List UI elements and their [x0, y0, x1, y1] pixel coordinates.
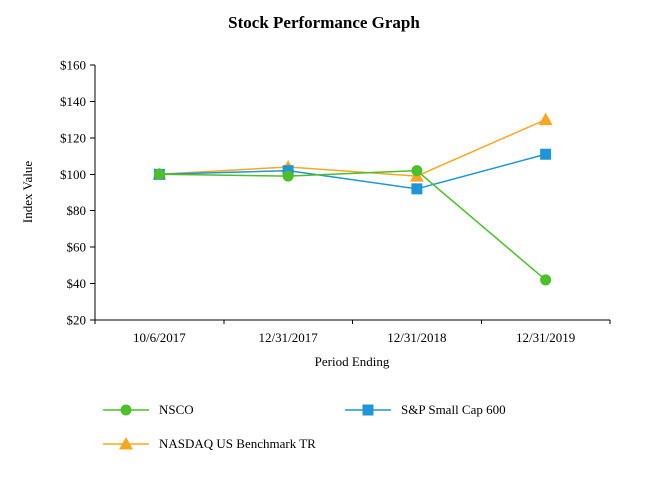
y-tick-label: $140 [60, 94, 86, 109]
y-tick-label: $80 [67, 203, 87, 218]
y-axis-label: Index Value [20, 160, 35, 224]
x-tick-label: 12/31/2019 [516, 330, 575, 345]
x-axis-label: Period Ending [314, 354, 390, 369]
y-tick-label: $120 [60, 130, 86, 145]
x-tick-label: 12/31/2018 [387, 330, 446, 345]
y-tick-label: $160 [60, 58, 86, 73]
y-tick-label: $40 [67, 276, 87, 291]
legend-item-nsco: NSCO [103, 401, 345, 419]
chart-legend: NSCO S&P Small Cap 600 NASDAQ US Benchma… [103, 401, 506, 453]
x-tick-label: 10/6/2017 [133, 330, 186, 345]
legend-label-nasdaq-us-benchmark-tr: NASDAQ US Benchmark TR [159, 436, 316, 451]
chart-title: Stock Performance Graph [228, 13, 420, 32]
legend-item-nasdaq-us-benchmark-tr: NASDAQ US Benchmark TR [103, 435, 345, 453]
circle-marker-icon [103, 401, 149, 419]
y-tick-label: $60 [67, 240, 87, 255]
x-tick-label: 12/31/2017 [259, 330, 319, 345]
series-2 [152, 112, 553, 182]
axes: $20 $40 $60 $80 $100 $120 $140 $160 10/6/2017 12/… [60, 58, 611, 345]
legend-label-nsco: NSCO [159, 402, 194, 417]
triangle-marker-icon [103, 435, 149, 453]
legend-label-sp-small-cap-600: S&P Small Cap 600 [401, 402, 506, 417]
y-tick-label: $100 [60, 167, 86, 182]
square-marker-icon [345, 401, 391, 419]
chart-plot: $20 $40 $60 $80 $100 $120 $140 $160 10/6/2017 12/… [60, 58, 611, 345]
y-tick-label: $20 [67, 313, 87, 328]
legend-item-sp-small-cap-600: S&P Small Cap 600 [345, 401, 506, 419]
series-0 [153, 165, 552, 286]
